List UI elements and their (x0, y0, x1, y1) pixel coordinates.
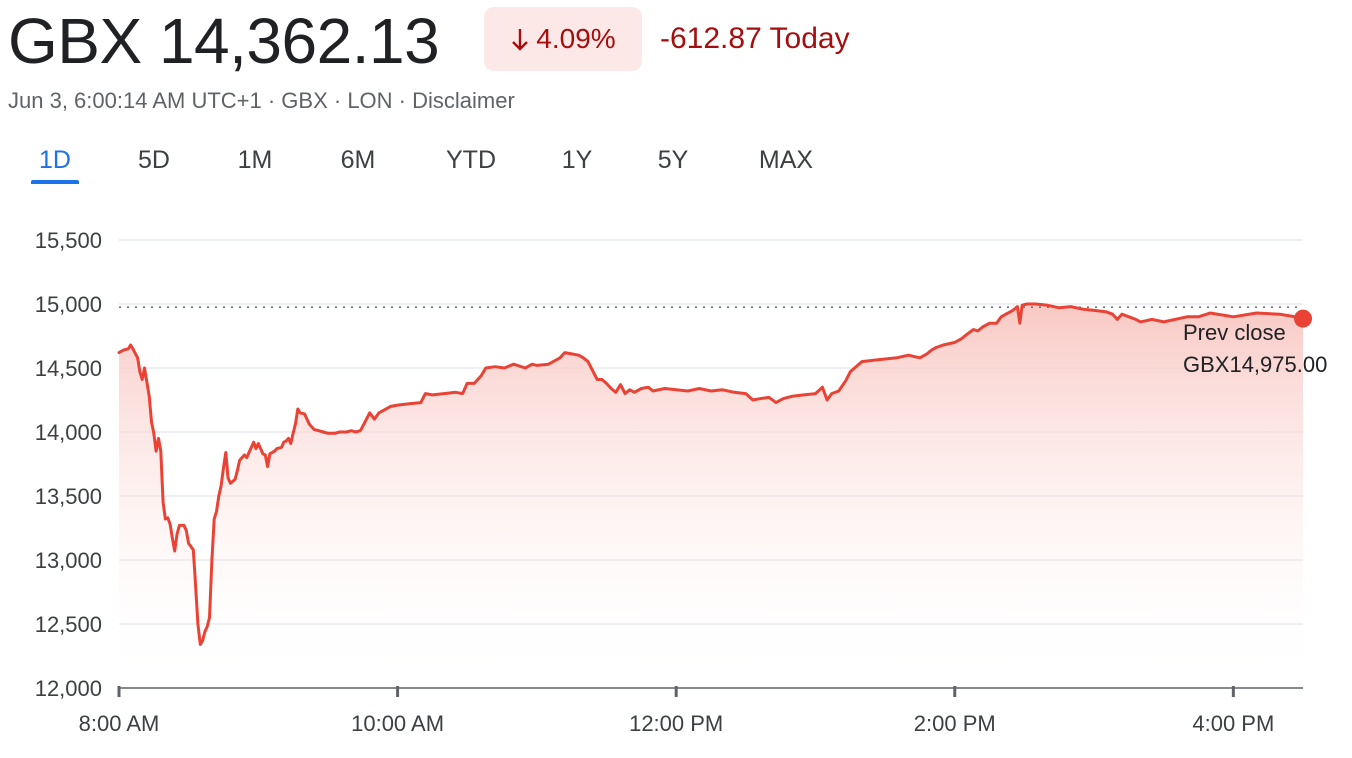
prev-close-label: Prev close (1183, 320, 1286, 345)
y-axis-labels: 15,500 15,000 14,500 14,000 13,500 13,000 12,5… (35, 228, 102, 701)
y-tick-label: 15,000 (35, 292, 102, 317)
x-tick-label: 2:00 PM (914, 711, 996, 736)
prev-close-value: GBX14,975.00 (1183, 352, 1327, 377)
y-tick-label: 12,500 (35, 612, 102, 637)
tab-5d[interactable]: 5D (138, 146, 170, 174)
y-tick-label: 14,500 (35, 356, 102, 381)
y-tick-label: 14,000 (35, 420, 102, 445)
tab-ytd[interactable]: YTD (446, 146, 496, 174)
x-tick-label: 4:00 PM (1192, 711, 1274, 736)
tab-1m[interactable]: 1M (237, 146, 273, 174)
change-percent-value: 4.09% (536, 23, 616, 54)
x-axis-ticks: 8:00 AM 10:00 AM 12:00 PM 2:00 PM 4:00 PM (79, 686, 1274, 736)
tab-1d[interactable]: 1D (39, 146, 71, 174)
x-tick-label: 10:00 AM (351, 711, 444, 736)
tab-max[interactable]: MAX (758, 146, 814, 174)
change-absolute: -612.87 Today (660, 22, 850, 55)
range-tabs: 1D 5D 1M 6M YTD 1Y 5Y MAX (0, 138, 900, 186)
active-tab-indicator (31, 180, 79, 184)
tab-5y[interactable]: 5Y (657, 146, 689, 174)
change-percent-badge: 4.09% (484, 7, 642, 71)
y-tick-label: 13,500 (35, 484, 102, 509)
price-chart[interactable]: 15,500 15,000 14,500 14,000 13,500 13,000 12,5… (0, 200, 1352, 758)
y-tick-label: 13,000 (35, 548, 102, 573)
current-price: GBX 14,362.13 (8, 5, 440, 77)
x-tick-label: 12:00 PM (629, 711, 723, 736)
price-area-fill (119, 304, 1303, 688)
arrow-down-icon (512, 29, 529, 51)
x-tick-label: 8:00 AM (79, 711, 160, 736)
tab-6m[interactable]: 6M (340, 146, 376, 174)
quote-header: GBX 14,362.13 4.09% -612.87 Today (8, 6, 1338, 76)
price-line (117, 302, 1305, 646)
last-price-dot (1294, 309, 1312, 328)
quote-meta: Jun 3, 6:00:14 AM UTC+1 · GBX · LON · Di… (8, 88, 515, 113)
tab-1y[interactable]: 1Y (561, 146, 593, 174)
y-tick-label: 15,500 (35, 228, 102, 253)
y-tick-label: 12,000 (35, 676, 102, 701)
